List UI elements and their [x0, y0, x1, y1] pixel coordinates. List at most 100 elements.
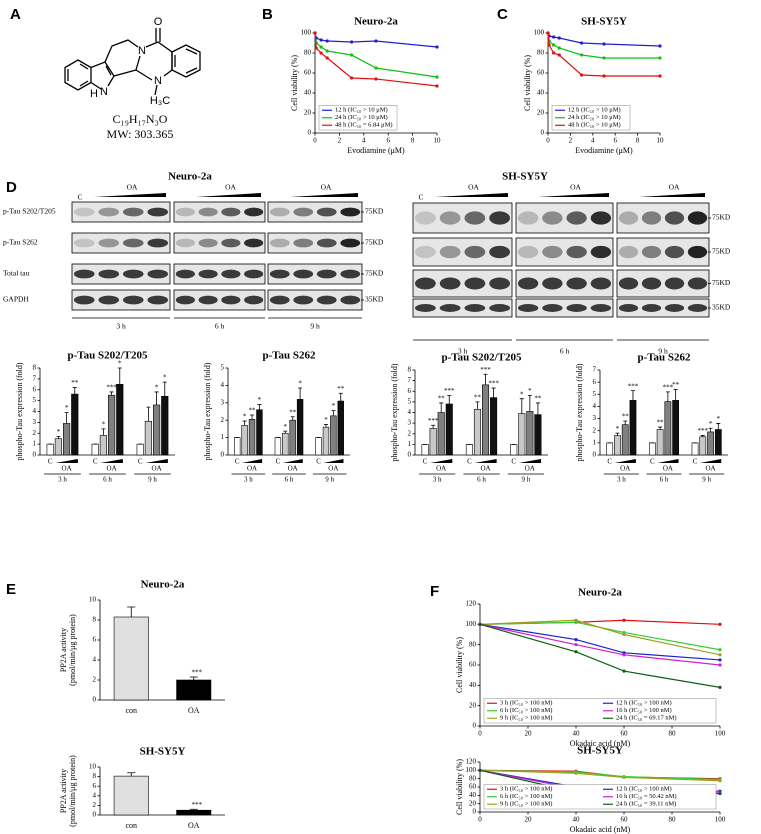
- treatment-label: OA: [663, 465, 673, 473]
- bar: [176, 809, 212, 816]
- blot-band: [517, 304, 539, 312]
- error-bar: [527, 395, 532, 412]
- data-point: [557, 53, 561, 57]
- blot-band: [316, 207, 337, 217]
- significance: *: [163, 374, 167, 382]
- data-point: [557, 36, 561, 40]
- blot-band: [98, 207, 120, 217]
- bar: [421, 444, 429, 456]
- x-tick-label: 2: [569, 137, 573, 145]
- bar: [99, 435, 107, 456]
- blot-band: [439, 245, 461, 259]
- significance: ***: [698, 427, 709, 435]
- data-point: [319, 38, 323, 42]
- blot-band: [340, 238, 361, 248]
- legend-label: 16 h (IC₅₀ = 50.42 nM): [616, 793, 677, 800]
- bar: [153, 404, 161, 456]
- error-bar: [189, 808, 198, 811]
- blot-band: [175, 238, 195, 248]
- atom-label: N: [138, 45, 146, 57]
- bar: [534, 414, 542, 456]
- chart-title: SH-SY5Y: [140, 746, 186, 758]
- blot-band: [98, 269, 120, 279]
- blot-band: [542, 211, 563, 225]
- y-tick-label: 7: [408, 376, 412, 384]
- bar: [46, 443, 54, 456]
- error-bar: [101, 428, 106, 436]
- x-tick-label: 60: [621, 730, 629, 738]
- y-tick-label: 2: [93, 801, 97, 809]
- blot-band: [175, 269, 195, 279]
- x-tick-label: 0: [546, 137, 550, 145]
- blot-band: [464, 304, 486, 312]
- y-axis-label: phospho-Tau expression (fold): [390, 363, 399, 461]
- bar: [62, 423, 71, 456]
- blot-panel: [71, 232, 171, 254]
- legend-box: [483, 784, 717, 810]
- series-line: [479, 623, 721, 661]
- control-label: C: [77, 193, 82, 202]
- significance: **: [474, 393, 482, 401]
- data-point: [319, 51, 323, 55]
- blot-band: [439, 304, 461, 312]
- dose-wedge: [518, 459, 541, 463]
- data-point: [622, 618, 626, 622]
- chart-title: Neuro-2a: [354, 16, 398, 28]
- treatment-label: OA: [328, 465, 338, 473]
- data-point: [658, 56, 662, 60]
- blot-band: [221, 207, 241, 217]
- x-tick-label: con: [125, 821, 137, 830]
- x-tick-label: 2: [338, 137, 342, 145]
- blot-band: [269, 207, 290, 217]
- dose-wedge: [100, 459, 123, 463]
- bar: [629, 400, 637, 456]
- treatment-label: OA: [152, 465, 162, 473]
- blot-band: [489, 304, 511, 312]
- blot-band: [122, 295, 144, 305]
- bond: [135, 69, 153, 81]
- error-bar: [700, 435, 705, 437]
- bar: [656, 429, 664, 456]
- data-point: [552, 35, 556, 39]
- x-tick-label: OA: [188, 821, 200, 830]
- blot-band: [517, 245, 539, 259]
- treatment-label: OA: [225, 183, 236, 192]
- y-tick-label: 1: [221, 433, 225, 441]
- bond: [185, 67, 198, 74]
- blot-band: [122, 207, 144, 217]
- x-tick-label: 20: [525, 730, 533, 738]
- error-bar: [250, 414, 255, 420]
- blot-panel: [173, 201, 266, 223]
- significance: ***: [192, 801, 203, 809]
- y-tick-label: 3: [593, 414, 597, 422]
- y-tick-label: 40: [469, 791, 477, 799]
- y-tick-label: 80: [469, 640, 477, 648]
- significance: *: [332, 402, 336, 410]
- data-point: [574, 650, 578, 654]
- bar: [274, 437, 282, 456]
- row-label: Total tau: [3, 269, 30, 278]
- blot-band: [414, 211, 436, 225]
- y-tick-label: 8: [93, 616, 97, 624]
- blot-band: [147, 238, 169, 248]
- bar: [54, 438, 63, 456]
- y-tick-label: 60: [537, 69, 545, 77]
- significance: *: [709, 420, 713, 428]
- error-bar: [109, 391, 114, 396]
- y-tick-label: 10: [89, 763, 97, 771]
- error-bar: [331, 410, 336, 416]
- dose-wedge: [196, 193, 261, 197]
- formula: C₁₉H₁₇N₃O: [113, 112, 168, 126]
- data-point: [580, 53, 584, 57]
- y-tick-label: 20: [537, 109, 545, 117]
- blot-band: [244, 269, 264, 279]
- chart-title: p-Tau S262: [262, 350, 316, 362]
- bond: [171, 44, 201, 78]
- treatment-label: OA: [107, 465, 117, 473]
- y-axis-label: Cell viability (%): [523, 55, 532, 111]
- group-label: 3 h: [433, 476, 442, 484]
- y-tick-label: 5: [593, 390, 597, 398]
- blot-band: [566, 304, 587, 312]
- bond: [64, 59, 92, 91]
- blot-band: [517, 211, 539, 225]
